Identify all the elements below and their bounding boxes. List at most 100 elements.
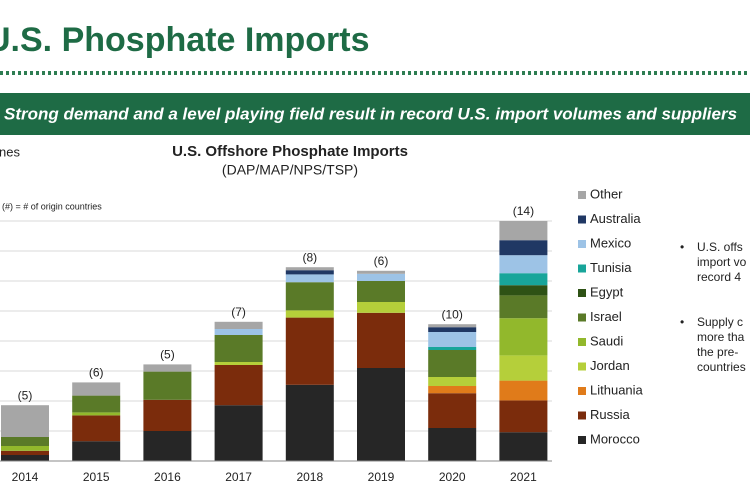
x-tick-label: 2016 — [154, 470, 181, 484]
bar-segment — [214, 362, 263, 365]
bar-segment — [285, 267, 334, 271]
legend-label: Morocco — [590, 431, 640, 446]
legend-label: Egypt — [590, 284, 624, 299]
bar-segment — [428, 386, 477, 394]
bar-segment — [214, 329, 263, 335]
bullet-dot: • — [680, 315, 684, 329]
bullet-text: import vo — [697, 255, 747, 269]
legend-swatch — [578, 264, 586, 273]
page-title: U.S. Phosphate Imports — [0, 21, 370, 59]
legend-label: Mexico — [590, 235, 631, 250]
legend-swatch — [578, 362, 586, 371]
legend-swatch — [578, 313, 586, 322]
legend-label: Israel — [590, 309, 622, 324]
y-label: nes — [0, 144, 20, 159]
legend-label: Other — [590, 186, 623, 201]
bar-segment — [499, 221, 548, 241]
bar-segment — [357, 270, 405, 274]
bar-segment — [143, 431, 192, 461]
note: (#) = # of origin countries — [2, 201, 102, 211]
bullet-dot: • — [680, 240, 684, 254]
bar-segment — [143, 364, 192, 372]
bar-segment — [72, 395, 121, 413]
bar-label: (10) — [442, 307, 463, 321]
bar-segment — [285, 274, 334, 283]
bar-segment — [214, 365, 263, 406]
bar-segment — [499, 380, 548, 401]
bar-segment — [428, 350, 477, 377]
banner-bg — [0, 93, 750, 135]
legend-label: Australia — [590, 211, 641, 226]
legend-label: Saudi — [590, 333, 623, 348]
bar-segment — [428, 332, 477, 347]
bullet-text: record 4 — [697, 270, 741, 284]
bar-segment — [499, 318, 548, 356]
bar-segment — [428, 428, 477, 461]
bar-segment — [143, 399, 192, 431]
bar-segment — [499, 240, 548, 256]
bullet-text: more tha — [697, 330, 745, 344]
bar-label: (5) — [18, 388, 33, 402]
bar-segment — [499, 355, 548, 381]
legend-label: Tunisia — [590, 260, 632, 275]
legend-swatch — [578, 215, 586, 224]
bar-segment — [428, 393, 477, 428]
x-tick-label: 2021 — [510, 470, 537, 484]
bar-segment — [72, 441, 121, 461]
bar-label: (6) — [374, 254, 389, 268]
x-tick-label: 2014 — [12, 470, 39, 484]
bar-segment — [1, 446, 49, 451]
bar-segment — [428, 327, 477, 332]
x-tick-label: 2017 — [225, 470, 252, 484]
bar-segment — [285, 310, 334, 318]
bar-segment — [499, 273, 548, 286]
bar-segment — [1, 437, 49, 446]
bar-segment — [285, 317, 334, 385]
legend-swatch — [578, 191, 586, 199]
bar-segment — [357, 312, 405, 368]
legend-swatch — [578, 289, 586, 297]
bar-segment — [285, 384, 334, 461]
bar-segment — [499, 285, 548, 296]
bar-segment — [214, 405, 263, 461]
bar-segment — [72, 412, 121, 416]
bar-segment — [1, 455, 49, 461]
bar-segment — [499, 400, 548, 433]
chart-title: U.S. Offshore Phosphate Imports — [172, 143, 408, 160]
bullet-text: U.S. offs — [697, 240, 743, 254]
legend-swatch — [578, 387, 586, 395]
bar-segment — [1, 405, 49, 437]
legend-swatch — [578, 436, 586, 444]
legend-label: Lithuania — [590, 382, 644, 397]
bullet-text: countries — [697, 360, 746, 374]
x-tick-label: 2015 — [83, 470, 110, 484]
bar-label: (6) — [89, 366, 104, 380]
legend-swatch — [578, 240, 586, 248]
x-tick-label: 2019 — [368, 470, 395, 484]
bar-segment — [428, 324, 477, 328]
legend-swatch — [578, 338, 586, 346]
bar-segment — [72, 415, 121, 442]
bar-segment — [428, 347, 477, 350]
bar-segment — [214, 335, 263, 362]
bar-segment — [285, 270, 334, 275]
bar-label: (14) — [513, 204, 534, 218]
bar-label: (8) — [302, 250, 317, 264]
x-tick-label: 2020 — [439, 470, 466, 484]
bar-segment — [428, 377, 477, 386]
bar-segment — [72, 382, 121, 396]
bar-segment — [357, 273, 405, 281]
bar-segment — [357, 368, 405, 461]
bar-segment — [499, 295, 548, 319]
bar-segment — [214, 321, 263, 329]
legend-label: Russia — [590, 407, 631, 422]
bar-segment — [357, 281, 405, 302]
bar-segment — [285, 282, 334, 311]
bar-label: (5) — [160, 348, 175, 362]
bullet-text: the pre- — [697, 345, 738, 359]
legend-swatch — [578, 411, 586, 420]
bar-segment — [499, 432, 548, 461]
bar-segment — [499, 255, 548, 274]
bullet-text: Supply c — [697, 315, 743, 329]
